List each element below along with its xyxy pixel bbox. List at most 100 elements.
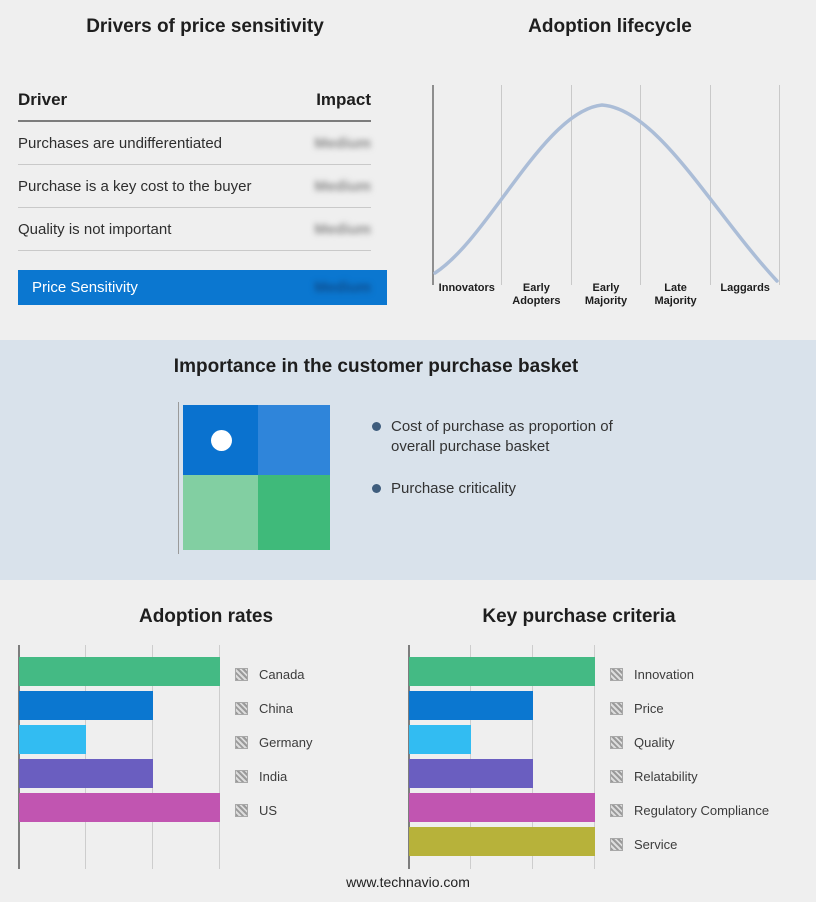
legend-label: Service bbox=[634, 836, 678, 852]
legend-label: Canada bbox=[259, 666, 305, 682]
legend-item: Regulatory Compliance bbox=[610, 793, 769, 827]
legend-label: China bbox=[259, 700, 293, 716]
lifecycle-gridline bbox=[779, 85, 780, 285]
key-purchase-criteria-title: Key purchase criteria bbox=[482, 606, 676, 627]
lifecycle-gridline bbox=[640, 85, 641, 285]
legend-item: Price bbox=[610, 691, 769, 725]
bar-germany bbox=[19, 725, 86, 754]
bullet-text: Purchase criticality bbox=[391, 480, 517, 497]
footer: www.technavio.com bbox=[0, 874, 816, 890]
purchase-basket-bullets: Cost of purchase as proportion of overal… bbox=[372, 417, 652, 522]
lifecycle-gridline bbox=[710, 85, 711, 285]
legend-label: Quality bbox=[634, 734, 675, 750]
quadrant-axis bbox=[178, 402, 179, 554]
bar-us bbox=[19, 793, 220, 822]
legend-item: India bbox=[235, 759, 312, 793]
bullet-icon bbox=[372, 422, 381, 431]
bar-chart-gridline bbox=[152, 645, 153, 869]
impact-cell-blurred: Medium bbox=[314, 178, 371, 195]
key-purchase-criteria-chart: Innovation Price Quality Relatability Regula… bbox=[408, 645, 808, 869]
hatch-swatch-icon bbox=[235, 735, 248, 749]
legend-item: Quality bbox=[610, 725, 769, 759]
legend-item: Relatability bbox=[610, 759, 769, 793]
lifecycle-stage-labels: Innovators Early Adopters Early Majority La… bbox=[432, 282, 780, 308]
hatch-swatch-icon bbox=[610, 667, 623, 681]
lifecycle-stage-label: Early Majority bbox=[584, 282, 628, 308]
column-header-driver: Driver bbox=[18, 90, 68, 109]
legend-label: Relatability bbox=[634, 768, 698, 784]
bullet-item: Purchase criticality bbox=[372, 479, 652, 499]
bell-curve bbox=[433, 103, 779, 283]
legend-item: Innovation bbox=[610, 657, 769, 691]
summary-label: Price Sensitivity bbox=[32, 279, 138, 296]
bar-canada bbox=[19, 657, 220, 686]
legend-label: Germany bbox=[259, 734, 313, 750]
hatch-swatch-icon bbox=[610, 701, 623, 715]
lifecycle-gridline bbox=[501, 85, 502, 285]
hatch-swatch-icon bbox=[610, 803, 623, 817]
lifecycle-y-axis bbox=[432, 85, 434, 285]
legend-item: Canada bbox=[235, 657, 312, 691]
technavio-link[interactable]: www.technavio.com bbox=[346, 874, 470, 890]
table-row: Purchase is a key cost to the buyer Medi… bbox=[18, 165, 371, 208]
lifecycle-stage-label: Laggards bbox=[720, 282, 770, 294]
price-sensitivity-summary-row: Price Sensitivity Medium bbox=[18, 270, 387, 305]
hatch-swatch-icon bbox=[235, 769, 248, 783]
price-sensitivity-title: Drivers of price sensitivity bbox=[86, 16, 324, 37]
driver-cell: Purchases are undifferentiated bbox=[18, 135, 223, 152]
bar-chart-gridline bbox=[532, 645, 533, 869]
key-purchase-criteria-plot bbox=[408, 645, 606, 869]
hatch-swatch-icon bbox=[610, 769, 623, 783]
quadrant-bottom-right bbox=[258, 475, 330, 550]
hatch-swatch-icon bbox=[235, 803, 248, 817]
lifecycle-stage-label: Late Majority bbox=[654, 282, 697, 308]
summary-impact-blurred: Medium bbox=[314, 279, 371, 296]
quadrant-graphic bbox=[183, 405, 330, 550]
price-sensitivity-table: Driver Impact Purchases are undifferenti… bbox=[18, 90, 387, 305]
legend-label: Innovation bbox=[634, 666, 694, 682]
driver-cell: Quality is not important bbox=[18, 221, 172, 238]
quadrant-bottom-left bbox=[183, 475, 258, 550]
bar-price bbox=[409, 691, 533, 720]
bullet-icon bbox=[372, 484, 381, 493]
impact-cell-blurred: Medium bbox=[314, 221, 371, 238]
legend-item: Germany bbox=[235, 725, 312, 759]
bar-chart-axis bbox=[18, 645, 20, 869]
hatch-swatch-icon bbox=[235, 701, 248, 715]
hatch-swatch-icon bbox=[235, 667, 248, 681]
bar-chart-gridline bbox=[85, 645, 86, 869]
legend-item: China bbox=[235, 691, 312, 725]
legend-item: Service bbox=[610, 827, 769, 861]
adoption-rates-legend: Canada China Germany India US bbox=[235, 657, 312, 827]
legend-label: Price bbox=[634, 700, 664, 716]
legend-label: Regulatory Compliance bbox=[634, 802, 770, 818]
bar-india bbox=[19, 759, 153, 788]
driver-cell: Purchase is a key cost to the buyer bbox=[18, 178, 252, 195]
hatch-swatch-icon bbox=[610, 735, 623, 749]
adoption-lifecycle-title: Adoption lifecycle bbox=[528, 16, 692, 37]
legend-label: US bbox=[259, 802, 278, 818]
position-dot-icon bbox=[211, 430, 232, 451]
adoption-rates-title: Adoption rates bbox=[138, 606, 274, 627]
bar-chart-axis bbox=[408, 645, 410, 869]
lifecycle-gridline bbox=[571, 85, 572, 285]
bullet-item: Cost of purchase as proportion of overal… bbox=[372, 417, 652, 456]
adoption-rates-plot bbox=[18, 645, 230, 869]
purchase-basket-title: Importance in the customer purchase bask… bbox=[173, 356, 579, 377]
table-header-row: Driver Impact bbox=[18, 90, 371, 122]
adoption-lifecycle-chart bbox=[432, 85, 780, 285]
table-row: Quality is not important Medium bbox=[18, 208, 371, 251]
bar-regulatory-compliance bbox=[409, 793, 595, 822]
column-header-impact: Impact bbox=[316, 90, 371, 109]
bar-chart-gridline bbox=[594, 645, 595, 869]
purchase-basket-band bbox=[0, 340, 816, 580]
bar-innovation bbox=[409, 657, 595, 686]
hatch-swatch-icon bbox=[610, 837, 623, 851]
legend-item: US bbox=[235, 793, 312, 827]
bar-chart-gridline bbox=[470, 645, 471, 869]
legend-label: India bbox=[259, 768, 288, 784]
lifecycle-stage-label: Innovators bbox=[438, 282, 495, 294]
bullet-text: Cost of purchase as proportion of overal… bbox=[391, 418, 613, 455]
adoption-rates-chart: Canada China Germany India US bbox=[18, 645, 412, 869]
key-purchase-criteria-legend: Innovation Price Quality Relatability Regula… bbox=[610, 657, 769, 861]
